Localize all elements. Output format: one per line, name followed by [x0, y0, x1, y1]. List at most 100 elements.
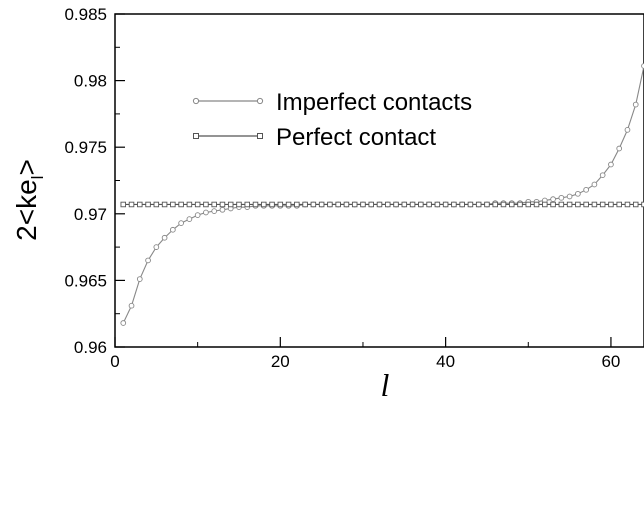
y-tick-label: 0.96 — [74, 338, 107, 357]
legend-item-perfect: Perfect contact — [193, 124, 436, 151]
data-point-perfect — [219, 201, 226, 208]
x-tick-label: 60 — [601, 352, 620, 371]
data-point-imperfect — [120, 320, 127, 326]
data-point-perfect — [459, 201, 465, 208]
data-point-imperfect — [219, 206, 226, 213]
data-point-perfect — [575, 201, 581, 208]
data-point-perfect — [178, 201, 184, 208]
data-point-imperfect — [616, 145, 623, 152]
data-point-imperfect — [632, 101, 639, 108]
data-point-perfect — [484, 201, 490, 208]
plot-frame — [114, 13, 644, 348]
data-point-perfect — [608, 201, 614, 208]
legend-label-imperfect: Imperfect contacts — [276, 89, 472, 116]
data-point-perfect — [236, 201, 242, 208]
y-axis-title: 2<kel> — [11, 159, 47, 241]
data-point-perfect — [393, 201, 399, 208]
data-point-perfect — [269, 201, 275, 208]
y-axis-ticks: 0.96 0.965 0.97 0.975 0.98 0.985 — [64, 5, 125, 357]
data-point-perfect — [327, 201, 333, 208]
legend-marker-perfect-right — [257, 133, 263, 139]
x-tick-label: 0 — [110, 352, 119, 371]
data-point-perfect — [509, 201, 515, 208]
data-point-imperfect — [211, 208, 218, 214]
data-point-perfect — [261, 201, 267, 208]
data-point-imperfect — [178, 220, 184, 226]
data-point-perfect — [335, 201, 341, 208]
data-point-perfect — [170, 201, 176, 208]
data-point-perfect — [558, 201, 565, 208]
data-point-perfect — [533, 201, 540, 208]
data-point-perfect — [401, 201, 408, 208]
data-point-perfect — [442, 201, 449, 208]
data-point-perfect — [500, 201, 507, 208]
legend-marker-perfect-left — [193, 133, 199, 139]
data-point-perfect — [161, 201, 168, 208]
data-point-imperfect — [203, 209, 209, 216]
data-point-perfect — [475, 201, 482, 208]
data-point-perfect — [351, 201, 358, 208]
data-point-perfect — [186, 201, 193, 208]
legend: Imperfect contacts Perfect contact — [192, 89, 472, 151]
data-point-perfect — [244, 201, 250, 208]
data-point-perfect — [153, 201, 160, 208]
data-point-imperfect — [153, 244, 160, 250]
data-point-perfect — [294, 201, 300, 208]
data-point-perfect — [368, 201, 374, 208]
data-point-perfect — [227, 201, 234, 208]
y-tick-label: 0.965 — [64, 271, 107, 290]
y-tick-label: 0.97 — [74, 205, 107, 224]
data-point-perfect — [252, 201, 259, 208]
data-point-perfect — [525, 201, 532, 208]
data-point-perfect — [318, 201, 325, 208]
data-point-imperfect — [575, 190, 581, 197]
data-point-imperfect — [170, 226, 176, 233]
data-point-perfect — [194, 201, 201, 208]
series-layer — [120, 63, 644, 326]
data-point-perfect — [624, 201, 631, 208]
data-point-imperfect — [145, 257, 151, 264]
x-tick-label: 40 — [436, 352, 455, 371]
data-point-perfect — [137, 201, 143, 208]
data-point-perfect — [492, 201, 498, 208]
data-point-perfect — [550, 201, 556, 208]
data-point-perfect — [145, 201, 151, 208]
data-point-imperfect — [194, 212, 201, 218]
legend-item-imperfect: Imperfect contacts — [192, 89, 472, 116]
data-point-perfect — [128, 201, 135, 208]
data-point-imperfect — [583, 186, 589, 193]
data-point-perfect — [591, 201, 598, 208]
data-point-perfect — [120, 201, 127, 208]
data-point-perfect — [360, 201, 366, 208]
data-point-perfect — [467, 201, 474, 208]
data-point-imperfect — [128, 302, 135, 309]
data-point-perfect — [542, 201, 548, 208]
data-point-perfect — [211, 201, 217, 208]
data-point-perfect — [385, 201, 391, 208]
data-point-perfect — [632, 201, 639, 208]
x-tick-label: 20 — [271, 352, 290, 371]
y-axis-title-end: > — [11, 159, 42, 175]
data-point-imperfect — [161, 234, 168, 241]
data-point-perfect — [434, 201, 441, 208]
data-point-perfect — [517, 201, 523, 208]
data-point-perfect — [285, 201, 292, 208]
data-point-perfect — [641, 201, 644, 208]
data-point-perfect — [426, 201, 432, 208]
data-point-imperfect — [550, 196, 556, 202]
data-point-perfect — [566, 201, 573, 208]
x-axis-title: l — [381, 367, 390, 403]
data-point-perfect — [451, 201, 457, 208]
data-point-perfect — [409, 201, 416, 208]
data-point-perfect — [343, 201, 350, 208]
data-point-perfect — [203, 201, 209, 208]
y-tick-label: 0.975 — [64, 138, 107, 157]
data-point-perfect — [376, 201, 383, 208]
data-point-imperfect — [599, 172, 606, 179]
data-point-imperfect — [186, 216, 193, 222]
data-point-perfect — [583, 201, 589, 208]
y-tick-label: 0.985 — [64, 5, 107, 24]
data-point-imperfect — [591, 181, 598, 188]
y-axis-title-main: 2<ke — [11, 179, 42, 241]
